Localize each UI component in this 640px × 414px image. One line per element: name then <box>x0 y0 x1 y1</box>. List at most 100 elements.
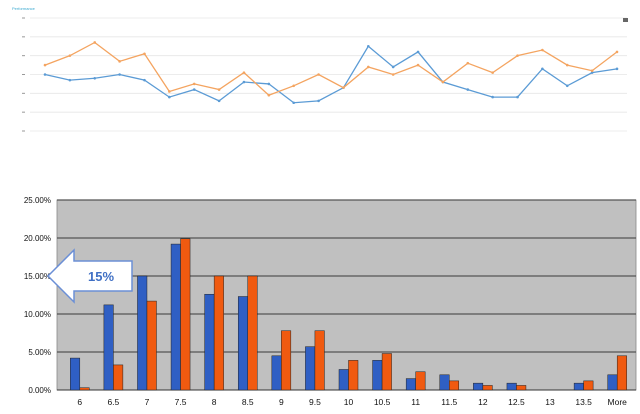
data-point <box>242 71 246 74</box>
data-point <box>143 78 146 82</box>
data-point <box>590 69 594 73</box>
data-point <box>217 99 221 103</box>
bar-series2 <box>516 385 527 391</box>
data-point <box>441 80 445 84</box>
data-point <box>491 71 494 74</box>
data-point <box>168 95 171 99</box>
data-point <box>367 65 370 69</box>
data-point <box>118 73 121 76</box>
line-chart <box>22 17 627 132</box>
bar-series1 <box>204 293 215 391</box>
data-point <box>590 71 594 74</box>
data-point <box>491 95 494 99</box>
bar-series2 <box>616 355 627 391</box>
data-point <box>292 101 295 105</box>
y-tick-label: 25.00% <box>24 196 51 205</box>
x-tick-label: 11 <box>411 397 420 407</box>
line-chart-title: Performance <box>12 6 36 11</box>
data-point <box>93 76 97 80</box>
y-tick <box>22 92 25 94</box>
bar-series2 <box>247 275 258 391</box>
bar-series1 <box>573 382 584 391</box>
bar-series1 <box>103 304 114 391</box>
x-tick-label: 13.5 <box>575 397 592 407</box>
y-tick-label: 5.00% <box>28 348 51 357</box>
bar-series2 <box>213 275 224 391</box>
x-tick-label: More <box>608 397 628 407</box>
data-point <box>317 73 320 76</box>
bar-series1 <box>506 382 517 391</box>
y-tick <box>22 36 25 38</box>
y-tick <box>22 74 25 75</box>
bar-series2 <box>415 371 426 391</box>
data-point <box>43 73 47 76</box>
y-tick <box>22 130 25 132</box>
bar-series1 <box>70 357 81 391</box>
bar-series2 <box>314 330 325 391</box>
bar-series2 <box>146 300 157 391</box>
x-tick-label: 6.5 <box>107 397 119 407</box>
bar-series1 <box>439 374 450 391</box>
data-point <box>466 61 470 65</box>
legend-icon[interactable] <box>623 18 628 22</box>
y-tick-label: 10.00% <box>24 310 51 319</box>
bar-series1 <box>405 378 416 391</box>
x-tick-label: 13 <box>545 397 555 407</box>
bar-chart: 0.00% 5.00% 10.00% 15.00% 20.00% 25.00% 6 6.5 7 7… <box>24 196 637 407</box>
bar-series1 <box>271 355 282 391</box>
data-point <box>466 88 470 91</box>
x-tick-label: 11.5 <box>441 397 457 407</box>
data-point <box>541 67 544 71</box>
bar-series1 <box>237 296 248 391</box>
x-tick-label: 10 <box>344 397 354 407</box>
annotation-arrow: 15% <box>46 248 133 304</box>
data-point <box>516 95 519 99</box>
bar-series1 <box>170 243 181 391</box>
y-tick <box>22 17 25 19</box>
data-point <box>168 90 171 93</box>
data-point <box>367 44 370 48</box>
bar-series2 <box>180 238 191 391</box>
bar-series2 <box>79 387 90 391</box>
x-tick-label: 10.5 <box>374 397 391 407</box>
y-tick-label: 0.00% <box>28 386 51 395</box>
x-tick-label: 8.5 <box>242 397 254 407</box>
data-point <box>192 88 196 91</box>
y-tick-label: 15.00% <box>24 272 51 281</box>
data-point <box>292 84 295 88</box>
data-point <box>565 84 569 88</box>
y-tick <box>22 111 25 113</box>
data-point <box>267 82 271 86</box>
data-point <box>267 93 271 97</box>
bar-series2 <box>381 353 392 391</box>
data-point <box>416 63 420 67</box>
data-point <box>192 82 196 86</box>
bar-series1 <box>338 369 349 391</box>
data-point <box>342 86 345 89</box>
bar-series2 <box>583 380 594 391</box>
x-tick-label: 9.5 <box>309 397 321 407</box>
bar-series1 <box>473 382 484 391</box>
x-tick-label: 7.5 <box>175 397 187 407</box>
bar-series1 <box>305 346 316 391</box>
data-point <box>615 67 619 71</box>
data-point <box>217 88 221 91</box>
bar-series1 <box>137 275 148 391</box>
y-tick-label: 20.00% <box>24 234 51 243</box>
data-point <box>391 73 395 76</box>
data-point <box>416 50 420 54</box>
series-line-0 <box>44 45 618 104</box>
data-point <box>317 99 320 103</box>
bar-series2 <box>281 330 292 391</box>
series-line-1 <box>44 41 618 96</box>
bar-series1 <box>372 360 383 391</box>
bar-series1 <box>607 374 618 391</box>
data-point <box>516 54 519 57</box>
data-point <box>242 80 246 84</box>
y-tick <box>22 55 25 57</box>
bar-series2 <box>482 385 493 391</box>
data-point <box>43 63 47 67</box>
x-tick-label: 9 <box>279 397 284 407</box>
data-point <box>68 78 72 82</box>
